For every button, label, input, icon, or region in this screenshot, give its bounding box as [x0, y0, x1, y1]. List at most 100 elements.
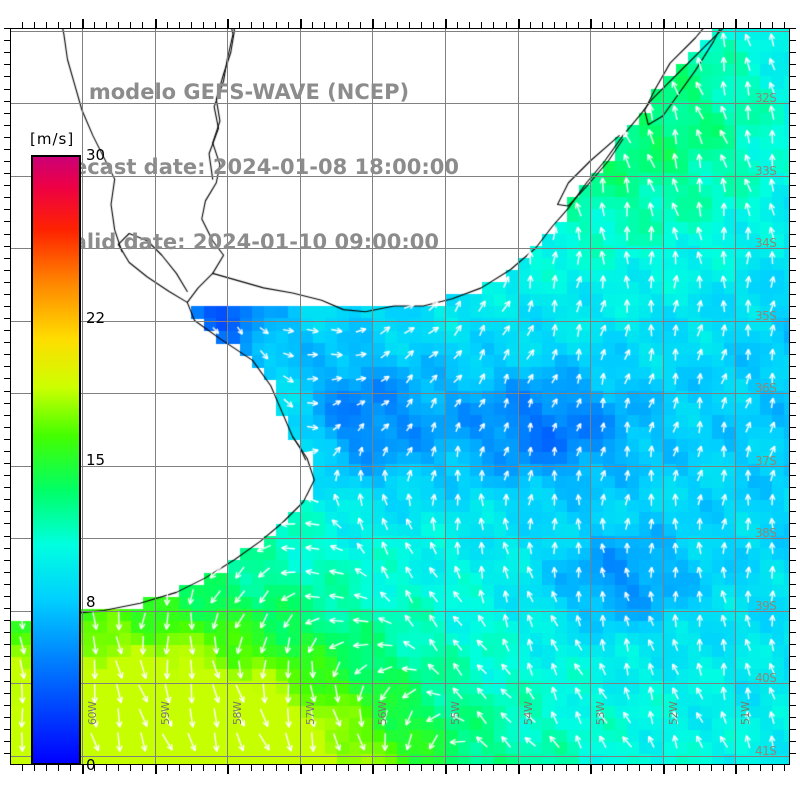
y-tick — [790, 342, 796, 343]
y-tick-left — [4, 149, 10, 150]
x-tick-top — [772, 22, 773, 28]
y-tick — [790, 487, 796, 488]
x-tick — [348, 765, 349, 771]
x-tick-top — [336, 22, 337, 28]
x-tick-top — [203, 22, 204, 28]
y-tick-left — [4, 76, 10, 77]
y-tick — [790, 89, 796, 90]
y-tick-left — [4, 246, 10, 247]
x-tick — [82, 765, 84, 774]
x-tick-top — [627, 22, 628, 28]
x-tick-top — [542, 22, 543, 28]
y-tick — [790, 439, 796, 440]
x-tick — [130, 765, 131, 771]
x-tick-top — [590, 19, 592, 28]
x-tick-top — [639, 22, 640, 28]
wind-arrow-icon-layer — [10, 28, 790, 765]
x-tick-top — [191, 22, 192, 28]
y-tick-left — [4, 753, 10, 754]
x-tick — [542, 765, 543, 771]
lat-tick-label-35S: 35S — [755, 308, 777, 323]
y-tick — [790, 173, 796, 174]
x-tick — [578, 765, 579, 771]
y-tick-left — [4, 548, 10, 549]
y-tick-left — [4, 113, 10, 114]
x-tick — [58, 765, 59, 771]
y-tick-left — [4, 451, 10, 452]
y-tick — [790, 572, 796, 573]
y-tick-left — [4, 318, 10, 319]
y-tick-left — [4, 137, 10, 138]
y-tick — [790, 270, 796, 271]
y-tick-left — [4, 560, 10, 561]
lat-tick-label-37S: 37S — [755, 453, 777, 468]
x-tick-top — [735, 19, 737, 28]
y-tick-left — [4, 173, 10, 174]
y-tick — [790, 209, 796, 210]
lat-tick-label-34S: 34S — [755, 236, 777, 250]
x-tick-top — [118, 22, 119, 28]
x-tick — [481, 765, 482, 771]
y-tick — [790, 656, 796, 657]
x-tick — [421, 765, 422, 771]
x-tick-top — [22, 22, 23, 28]
colorbar-unit-label: [m/s] — [30, 130, 75, 148]
y-tick — [790, 608, 796, 609]
x-tick-top — [142, 22, 143, 28]
y-tick-left — [4, 644, 10, 645]
x-tick — [312, 765, 313, 771]
x-tick — [748, 765, 749, 771]
colorbar-tick-22: 22 — [86, 308, 106, 327]
x-tick-top — [493, 22, 494, 28]
x-tick — [155, 765, 157, 774]
map-plot-area[interactable] — [10, 28, 790, 765]
lat-tick-label-33S: 33S — [755, 163, 777, 178]
y-tick — [790, 415, 796, 416]
y-tick-left — [4, 669, 10, 670]
lat-tick-label-40S: 40S — [755, 671, 777, 685]
x-tick-top — [348, 22, 349, 28]
x-tick-top — [675, 22, 676, 28]
x-tick — [530, 765, 531, 771]
x-tick-top — [602, 22, 603, 28]
y-tick-left — [4, 28, 10, 29]
y-tick — [790, 669, 796, 670]
x-tick-top — [687, 22, 688, 28]
x-tick — [735, 765, 737, 774]
y-tick — [790, 536, 796, 537]
x-tick-top — [58, 22, 59, 28]
x-tick-top — [518, 19, 520, 28]
y-tick — [790, 705, 796, 706]
y-tick — [790, 354, 796, 355]
x-tick — [324, 765, 325, 771]
x-tick-top — [263, 22, 264, 28]
x-tick-top — [360, 22, 361, 28]
x-tick — [760, 765, 761, 771]
y-tick-left — [4, 596, 10, 597]
y-tick-left — [4, 378, 10, 379]
x-tick — [360, 765, 361, 771]
y-tick — [790, 596, 796, 597]
y-tick — [790, 125, 796, 126]
y-tick-left — [4, 330, 10, 331]
x-tick — [336, 765, 337, 771]
y-tick-left — [4, 52, 10, 53]
y-tick — [790, 234, 796, 235]
y-tick — [790, 258, 796, 259]
x-tick — [784, 765, 785, 771]
lon-tick-label-59W: 59W — [158, 701, 172, 725]
y-tick-left — [4, 729, 10, 730]
y-tick — [790, 221, 796, 222]
lon-tick-label-56W: 56W — [376, 701, 390, 725]
x-tick-top — [70, 22, 71, 28]
x-tick-top — [469, 22, 470, 28]
y-tick — [790, 294, 796, 295]
y-tick — [790, 717, 796, 718]
y-tick — [790, 644, 796, 645]
colorbar[interactable] — [31, 155, 81, 765]
y-tick — [790, 28, 796, 29]
y-tick-left — [4, 234, 10, 235]
y-tick — [790, 306, 796, 307]
y-tick — [790, 366, 796, 367]
x-tick-top — [227, 19, 229, 28]
